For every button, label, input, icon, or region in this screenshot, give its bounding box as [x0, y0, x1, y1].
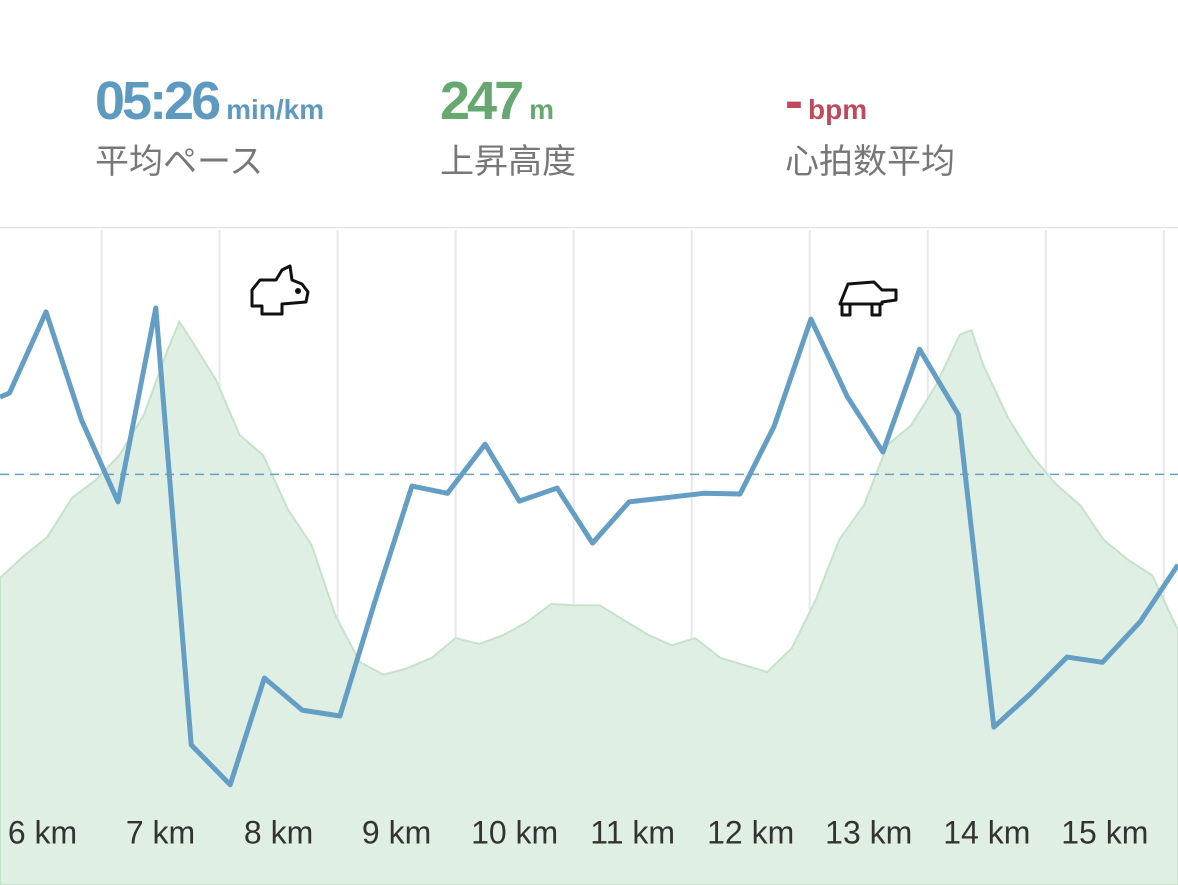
stat-unit: m: [529, 94, 555, 125]
x-tick-label: 13 km: [825, 814, 912, 850]
elevation-area: [0, 319, 1178, 885]
x-tick-label: 10 km: [471, 814, 558, 850]
stat-label: 平均ペース: [95, 142, 264, 182]
x-tick-label: 11 km: [590, 814, 675, 850]
rabbit-icon: [250, 264, 310, 316]
turtle-icon: [838, 280, 898, 317]
stat-value-row: 05:26 min/km: [95, 70, 324, 132]
stat-label: 心拍数平均: [785, 142, 955, 182]
x-tick-label: 7 km: [126, 814, 195, 850]
x-tick-label: 12 km: [707, 814, 794, 850]
x-tick-label: 9 km: [362, 814, 431, 850]
pace-line: [0, 305, 1178, 788]
stats-header: 05:26 min/km 平均ペース 247 m 上昇高度 - bpm 心拍数平均: [0, 0, 1178, 228]
stat-value-row: 247 m: [440, 70, 576, 132]
stat-unit: bpm: [807, 94, 868, 125]
x-tick-label: 14 km: [943, 814, 1030, 850]
stat-unit: min/km: [226, 94, 325, 125]
stat-value: 247: [440, 71, 524, 131]
plot: 6 km 7 km 8 km 9 km 10 km 11 km 12 km 13 km 14 k…: [0, 230, 1178, 885]
stat-value-row: - bpm: [785, 70, 955, 132]
x-tick-label: 8 km: [244, 814, 313, 850]
stat-value: -: [785, 71, 803, 131]
stat: 05:26 min/km 平均ペース: [95, 70, 324, 183]
stat: 247 m 上昇高度: [440, 70, 576, 183]
stat: - bpm 心拍数平均: [785, 70, 955, 183]
x-tick-label: 15 km: [1061, 814, 1148, 850]
stat-label: 上昇高度: [440, 142, 576, 182]
stat-value: 05:26: [95, 71, 221, 131]
x-tick-label: 6 km: [8, 814, 77, 850]
